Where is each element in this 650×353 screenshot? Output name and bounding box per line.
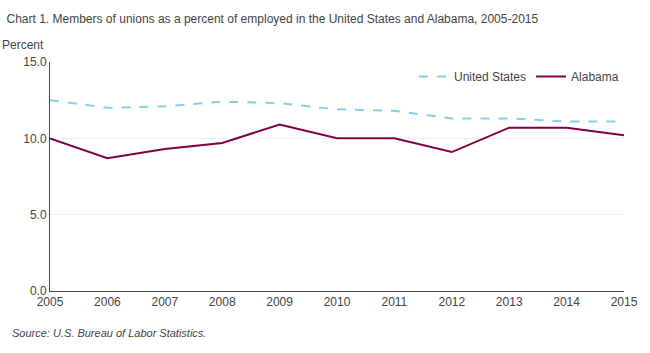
svg-text:2009: 2009 <box>266 295 293 309</box>
svg-text:10.0: 10.0 <box>23 132 47 146</box>
svg-text:United States: United States <box>454 70 526 84</box>
svg-text:Chart 1. Members of unions as: Chart 1. Members of unions as a percent … <box>7 12 539 26</box>
svg-text:2008: 2008 <box>209 295 236 309</box>
svg-text:2011: 2011 <box>381 295 407 309</box>
svg-text:2010: 2010 <box>324 295 351 309</box>
svg-text:2006: 2006 <box>94 295 121 309</box>
svg-text:Source: U.S. Bureau of Labor S: Source: U.S. Bureau of Labor Statistics. <box>12 327 206 339</box>
svg-text:5.0: 5.0 <box>30 208 47 222</box>
svg-text:Alabama: Alabama <box>571 70 619 84</box>
svg-text:2012: 2012 <box>438 295 465 309</box>
svg-text:2014: 2014 <box>553 295 580 309</box>
svg-text:0.0: 0.0 <box>30 284 47 298</box>
svg-text:Percent: Percent <box>2 38 44 52</box>
svg-text:2007: 2007 <box>151 295 178 309</box>
svg-text:2005: 2005 <box>37 295 64 309</box>
svg-text:15.0: 15.0 <box>23 55 47 69</box>
svg-text:2013: 2013 <box>496 295 523 309</box>
svg-text:2015: 2015 <box>611 295 638 309</box>
